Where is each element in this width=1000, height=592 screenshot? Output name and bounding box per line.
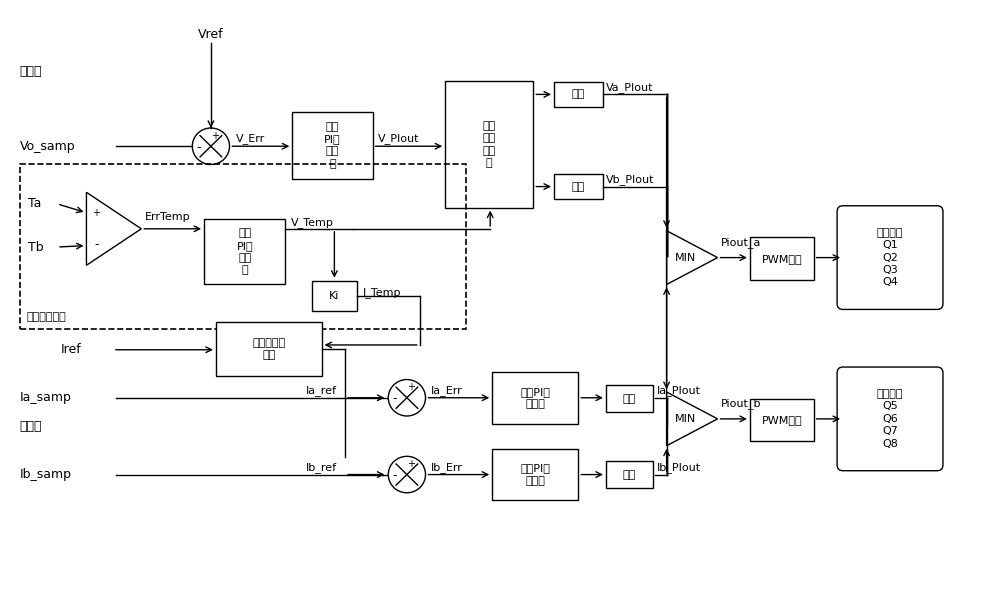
Bar [292,112,373,179]
Text: Ia_samp: Ia_samp [20,391,72,404]
Text: Vref: Vref [198,28,224,41]
Text: +: + [407,459,415,469]
Text: Ib_ref: Ib_ref [306,462,337,473]
Bar [312,281,357,311]
Text: Iref: Iref [61,343,82,356]
Text: Tb: Tb [28,240,43,253]
Text: Ia_PIout: Ia_PIout [657,385,701,397]
Text: 限幅: 限幅 [572,182,585,192]
FancyBboxPatch shape [837,367,943,471]
Text: PWM发波: PWM发波 [761,253,802,263]
Text: Ia_ref: Ia_ref [306,385,337,397]
Bar [554,174,603,199]
Bar [20,163,466,329]
Text: +: + [92,208,100,218]
Text: PWM发波: PWM发波 [761,415,802,425]
Bar [750,237,814,279]
Text: 第一
PI环
路补
偿: 第一 PI环 路补 偿 [236,229,253,275]
Text: Ib_Err: Ib_Err [430,462,462,473]
Bar [606,385,653,412]
Text: Ib_PIout: Ib_PIout [657,462,701,473]
Text: 限幅: 限幅 [623,469,636,480]
Text: Ib_samp: Ib_samp [20,468,72,481]
Bar [492,449,578,500]
Text: V_Temp: V_Temp [291,218,334,229]
Bar [492,372,578,424]
Text: -: - [392,469,396,482]
Text: 第二
PI环
路补
偿: 第二 PI环 路补 偿 [324,122,341,169]
Text: 第二温度补
偿器: 第二温度补 偿器 [252,337,285,360]
Text: MIN: MIN [675,253,697,263]
Text: Piout_b: Piout_b [721,398,761,409]
Text: Vb_PIout: Vb_PIout [606,175,654,185]
Text: Va_PIout: Va_PIout [606,82,653,93]
Text: 限幅: 限幅 [572,89,585,99]
Text: 限幅: 限幅 [623,394,636,404]
Text: 电流环: 电流环 [20,420,42,433]
Text: Piout_a: Piout_a [721,237,761,248]
Text: 电压环: 电压环 [20,65,42,78]
Bar [750,399,814,441]
Text: 第一
温度
补偿
器: 第一 温度 补偿 器 [483,121,496,168]
Text: Ta: Ta [28,197,41,210]
Text: -: - [94,239,98,252]
Bar [204,219,285,285]
Text: Ia_Err: Ia_Err [430,385,462,397]
Text: 第三PI环
路补偿: 第三PI环 路补偿 [520,387,550,409]
Text: 计算发波
Q5
Q6
Q7
Q8: 计算发波 Q5 Q6 Q7 Q8 [877,389,903,449]
Text: +: + [407,382,415,392]
Text: I_Temp: I_Temp [363,287,401,298]
Text: Ki: Ki [329,291,340,301]
FancyBboxPatch shape [837,206,943,310]
Bar [554,82,603,107]
Text: 温度均衡电路: 温度均衡电路 [27,312,66,322]
Text: 第三PI环
路补偿: 第三PI环 路补偿 [520,464,550,486]
Text: V_PIout: V_PIout [378,133,419,144]
Text: +: + [211,131,219,141]
Text: V_Err: V_Err [236,133,266,144]
Text: -: - [196,141,200,154]
Text: 计算发波
Q1
Q2
Q3
Q4: 计算发波 Q1 Q2 Q3 Q4 [877,228,903,287]
Bar [606,461,653,488]
Text: -: - [392,392,396,405]
Bar [445,81,533,208]
Bar [216,322,322,376]
Text: ErrTemp: ErrTemp [145,213,191,222]
Text: MIN: MIN [675,414,697,424]
Text: Vo_samp: Vo_samp [20,140,75,153]
